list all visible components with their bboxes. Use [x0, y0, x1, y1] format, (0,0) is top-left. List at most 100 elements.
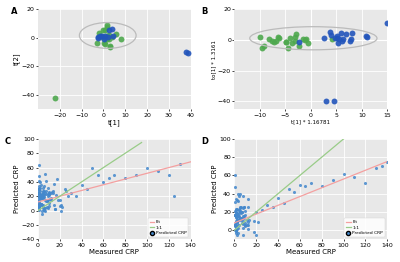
Point	[338, 31, 344, 35]
Point	[39, 192, 46, 196]
Point	[37, 202, 43, 206]
Point	[238, 211, 244, 215]
Point	[242, 221, 248, 225]
Point	[104, 34, 110, 38]
Point	[234, 217, 240, 222]
Point	[37, 189, 44, 193]
Point	[36, 162, 42, 167]
Point	[348, 31, 355, 35]
Point	[251, 219, 257, 223]
Point	[41, 191, 48, 195]
Point	[102, 28, 108, 32]
Point	[144, 166, 150, 170]
Point	[233, 231, 240, 235]
Point	[53, 193, 60, 198]
Point	[45, 191, 52, 195]
Point	[242, 212, 249, 217]
Y-axis label: Predicted CRP: Predicted CRP	[14, 165, 20, 213]
Point	[245, 220, 251, 224]
Point	[37, 197, 44, 201]
Point	[266, 37, 272, 41]
Point	[239, 222, 246, 226]
Point	[36, 200, 42, 204]
Point	[54, 177, 61, 181]
Point	[46, 193, 53, 197]
Point	[38, 201, 44, 206]
Point	[334, 34, 340, 38]
Point	[351, 175, 358, 179]
Point	[43, 179, 50, 183]
Point	[280, 201, 287, 205]
Point	[36, 193, 42, 197]
Point	[326, 30, 333, 35]
Point	[46, 197, 53, 201]
Point	[40, 192, 46, 196]
Point	[36, 208, 42, 212]
Point	[342, 32, 349, 36]
Point	[335, 41, 341, 45]
Point	[94, 36, 101, 40]
Point	[261, 44, 268, 48]
Point	[102, 42, 108, 46]
Point	[384, 160, 390, 164]
Point	[240, 219, 247, 223]
Point	[336, 37, 343, 41]
Point	[233, 227, 240, 231]
Point	[133, 173, 139, 177]
Point	[35, 199, 41, 203]
Point	[232, 207, 239, 211]
Point	[347, 39, 353, 43]
Point	[240, 214, 246, 219]
Point	[257, 35, 263, 39]
Point	[232, 225, 239, 229]
Point	[241, 214, 247, 219]
Point	[283, 39, 289, 43]
Point	[233, 224, 240, 228]
Point	[56, 198, 63, 202]
Point	[340, 171, 347, 176]
Point	[38, 195, 45, 199]
Point	[38, 212, 45, 216]
Point	[338, 39, 345, 43]
Point	[232, 213, 238, 217]
Point	[292, 35, 298, 39]
Point	[36, 203, 42, 207]
Point	[36, 205, 42, 209]
Point	[46, 192, 52, 196]
Point	[49, 191, 56, 195]
Point	[101, 41, 107, 45]
Point	[37, 183, 44, 187]
Point	[183, 50, 190, 54]
Point	[110, 34, 116, 38]
Point	[264, 203, 270, 207]
Point	[234, 207, 240, 211]
Point	[37, 193, 44, 197]
Point	[235, 192, 241, 196]
Point	[269, 39, 275, 43]
Point	[99, 35, 106, 40]
Point	[37, 193, 44, 198]
Point	[235, 199, 241, 204]
Point	[35, 188, 42, 193]
Point	[107, 45, 113, 49]
Point	[244, 223, 250, 227]
Legend: Fit, 1:1, Predicted CRP: Fit, 1:1, Predicted CRP	[148, 219, 188, 237]
Point	[252, 233, 259, 237]
Point	[240, 233, 246, 237]
Point	[58, 209, 64, 214]
Point	[233, 228, 239, 233]
Point	[235, 214, 242, 219]
Point	[292, 39, 298, 43]
Point	[36, 193, 42, 198]
Point	[44, 192, 51, 196]
Point	[328, 37, 335, 41]
Point	[285, 46, 291, 50]
Point	[348, 37, 354, 41]
Point	[35, 191, 42, 195]
Point	[49, 190, 56, 194]
Point	[35, 190, 42, 195]
Point	[236, 209, 243, 214]
Point	[232, 222, 238, 227]
Point	[378, 164, 385, 168]
Point	[234, 233, 240, 237]
